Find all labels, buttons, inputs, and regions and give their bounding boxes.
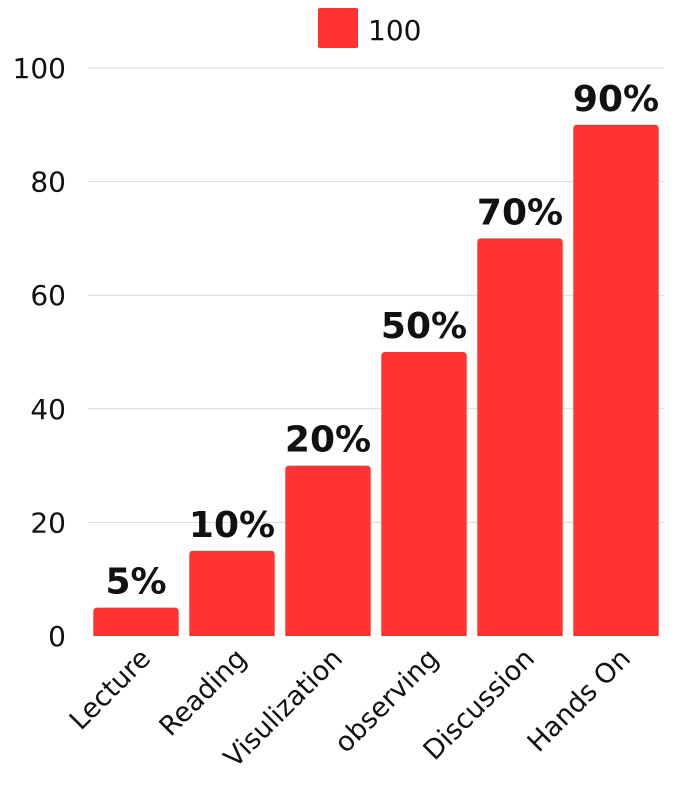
bar [189,550,275,636]
data-label: 70% [477,192,563,233]
y-tick-label: 0 [48,620,66,653]
x-category-label: Reading [154,643,253,742]
bar [93,607,179,636]
legend-label: 100 [368,14,421,47]
y-tick-label: 80 [30,166,66,199]
legend-swatch [318,8,358,48]
gridlines [88,67,664,523]
data-label: 5% [105,562,166,603]
x-category-label: Hands On [522,643,637,758]
data-label: 10% [189,505,275,546]
legend: 100 [318,8,421,48]
y-tick-label: 60 [30,279,66,312]
bar [573,124,659,637]
y-tick-label: 40 [30,393,66,426]
data-label: 20% [285,420,371,461]
x-axis-labels: LectureReadingVisulizationobservingDiscu… [64,643,637,774]
bar [477,238,563,636]
x-category-label: Lecture [64,643,157,736]
data-label: 90% [573,79,659,120]
bar [285,465,371,636]
data-label: 50% [381,306,467,347]
y-tick-label: 20 [30,506,66,539]
bar [381,352,467,636]
data-labels: 5% 10% 20% 50% 70% 90% [105,79,659,603]
y-axis-ticks: 0 20 40 60 80 100 [13,52,66,653]
y-tick-label: 100 [13,52,66,85]
bars [93,124,659,637]
